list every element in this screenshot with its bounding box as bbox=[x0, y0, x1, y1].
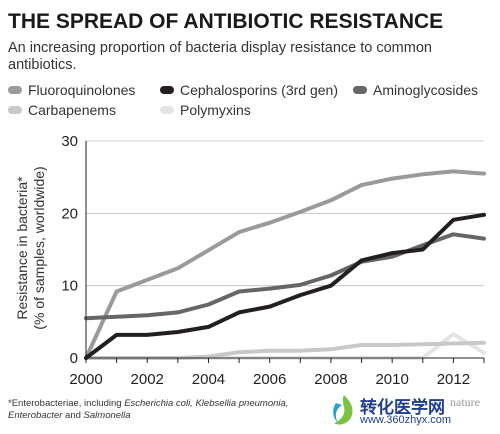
legend-swatch-fluoroquinolones bbox=[8, 86, 22, 94]
x-tick-label: 2000 bbox=[69, 371, 102, 388]
watermark-nature: nature bbox=[450, 395, 480, 409]
legend-item-polymyxins: Polymyxins bbox=[160, 102, 251, 118]
watermark-logo-icon bbox=[333, 395, 353, 425]
legend-label-fluoroquinolones: Fluoroquinolones bbox=[28, 82, 136, 98]
legend-label-cephalosporins: Cephalosporins (3rd gen) bbox=[180, 82, 338, 98]
footnote-and: and bbox=[62, 410, 84, 421]
legend-swatch-carbapenems bbox=[8, 106, 22, 114]
x-tick-label: 2002 bbox=[131, 371, 164, 388]
footnote-species: Escherichia coli, Klebsellia pneumonia, bbox=[124, 398, 289, 409]
watermark-url: www.360zhyx.com bbox=[360, 414, 452, 426]
chart-subtitle: An increasing proportion of bacteria dis… bbox=[8, 40, 432, 73]
x-tick-label: 2006 bbox=[253, 371, 286, 388]
chart-title: THE SPREAD OF ANTIBIOTIC RESISTANCE bbox=[8, 10, 444, 33]
series-line-cephalosporins-3rd-gen bbox=[84, 212, 486, 360]
axes: 0 10 20 30 2000 2002 2004 2006 2008 2010 2012 bbox=[61, 133, 485, 388]
legend-item-fluoroquinolones: Fluoroquinolones bbox=[8, 82, 135, 98]
x-tick-label: 2008 bbox=[314, 371, 347, 388]
legend-label-carbapenems: Carbapenems bbox=[28, 102, 116, 118]
y-tick-label: 10 bbox=[61, 278, 78, 295]
legend-swatch-cephalosporins bbox=[160, 86, 174, 94]
y-axis-label: Resistance in bacteria* bbox=[14, 176, 30, 320]
series-lines bbox=[84, 169, 486, 360]
footnote-salmonella: Salmonella bbox=[83, 410, 131, 421]
legend-swatch-polymyxins bbox=[160, 106, 174, 114]
grid-lines bbox=[86, 140, 484, 287]
y-tick-label: 20 bbox=[61, 205, 78, 222]
legend-item-carbapenems: Carbapenems bbox=[8, 102, 116, 118]
watermark-chinese: 转化医学网 bbox=[360, 398, 445, 417]
y-tick-label: 30 bbox=[61, 133, 78, 150]
x-tick-label: 2004 bbox=[192, 371, 225, 388]
footnote-text: *Enterobacteriae, including bbox=[8, 398, 125, 409]
footnote: *Enterobacteriae, including Escherichia … bbox=[8, 398, 318, 422]
x-tick-label: 2010 bbox=[375, 371, 408, 388]
x-tick-label: 2012 bbox=[437, 371, 470, 388]
y-tick-label: 0 bbox=[70, 350, 78, 367]
series-line-aminoglycosides bbox=[84, 232, 486, 321]
legend-item-cephalosporins: Cephalosporins (3rd gen) bbox=[160, 82, 338, 98]
legend-swatch-aminoglycosides bbox=[353, 86, 367, 94]
series-line-fluoroquinolones bbox=[84, 169, 486, 360]
legend-item-aminoglycosides: Aminoglycosides bbox=[353, 82, 478, 98]
legend-label-aminoglycosides: Aminoglycosides bbox=[373, 82, 479, 98]
legend-label-polymyxins: Polymyxins bbox=[180, 102, 251, 118]
y-axis-label-units: (% of samples, worldwide) bbox=[31, 166, 47, 329]
site-watermark: 转化医学网 www.360zhyx.com nature bbox=[330, 393, 495, 429]
footnote-enterobacter: Enterobacter bbox=[8, 410, 63, 421]
